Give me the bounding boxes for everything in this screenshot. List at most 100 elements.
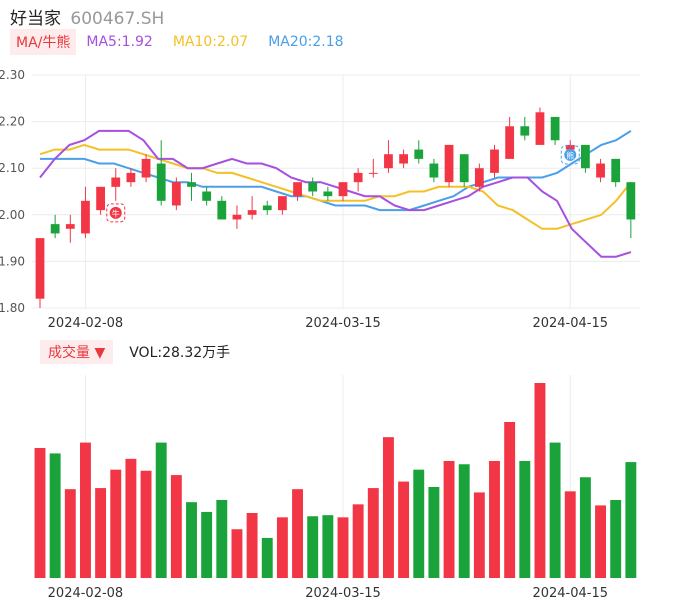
volume-bar (261, 537, 273, 578)
x-tick-label: 2024-04-15 (532, 586, 608, 601)
volume-bar (155, 442, 167, 578)
signal-marker-label: 熊 (566, 150, 574, 160)
volume-legend: 成交量 ▼ VOL:28.32万手 (40, 340, 231, 364)
candle-body (217, 200, 227, 220)
candle-body (65, 224, 75, 229)
indicator-selector[interactable]: MA/牛熊 (10, 29, 77, 55)
volume-bar (231, 529, 243, 578)
volume-bar (610, 500, 622, 578)
volume-bar (292, 489, 304, 578)
x-tick-label: 2024-02-08 (48, 316, 124, 331)
volume-bar (489, 461, 500, 578)
signal-marker-label: 牛 (112, 208, 120, 218)
candle-body (414, 149, 424, 159)
volume-bar (170, 475, 182, 578)
volume-bar (79, 442, 91, 578)
volume-bar (216, 500, 228, 578)
candle-body (459, 154, 469, 183)
candle-body (141, 158, 151, 178)
volume-bar (110, 469, 122, 578)
candle-body (81, 200, 90, 234)
volume-bar (625, 462, 637, 578)
stock-code: 600467.SH (70, 9, 165, 29)
x-tick-label: 2024-02-08 (48, 586, 124, 601)
y-tick-label: 1.80 (0, 301, 25, 315)
candle-body (596, 163, 605, 178)
volume-bar (276, 517, 288, 578)
signal-marker-frame (106, 203, 126, 223)
stock-name: 好当家 (10, 9, 61, 29)
volume-bar (504, 422, 516, 578)
volume-bar (367, 488, 379, 578)
volume-bar (34, 448, 46, 578)
candle-body (308, 182, 318, 192)
candle-body (278, 196, 287, 211)
candle-body (444, 144, 454, 183)
candle-body (565, 144, 575, 150)
candle-body (535, 112, 545, 145)
volume-bar (549, 442, 561, 578)
candle-body (323, 191, 333, 197)
volume-bar (443, 461, 455, 578)
volume-bar (413, 469, 425, 578)
volume-bar (352, 504, 364, 578)
volume-bar (382, 437, 394, 578)
candle-body (293, 182, 302, 197)
candle-body (111, 177, 121, 187)
candle-body (474, 168, 484, 187)
ma5-label: MA5:1.92 (86, 34, 153, 50)
y-tick-label: 2.20 (0, 115, 25, 129)
candle-body (520, 126, 530, 136)
candle-body (399, 154, 408, 164)
volume-bar (337, 517, 349, 578)
volume-bar (95, 488, 107, 578)
candle-body (96, 186, 105, 211)
volume-bar (64, 489, 76, 578)
x-tick-label: 2024-03-15 (305, 586, 381, 601)
y-tick-label: 2.10 (0, 161, 25, 175)
ma5-line (39, 129, 632, 258)
candle-body (581, 144, 590, 169)
volume-bar (595, 505, 607, 578)
candle-body (50, 224, 60, 234)
ma10-label: MA10:2.07 (172, 34, 249, 50)
x-tick-label: 2024-03-15 (305, 316, 381, 331)
ma-legend: MA/牛熊 MA5:1.92 MA10:2.07 MA20:2.18 (10, 29, 358, 55)
candle-body (490, 149, 499, 173)
volume-bar (534, 383, 546, 578)
signal-marker (564, 148, 577, 161)
y-tick-label: 2.00 (0, 208, 25, 222)
signal-marker-frame (560, 145, 580, 165)
ma20-label: MA20:2.18 (268, 34, 344, 50)
volume-value: VOL:28.32万手 (129, 345, 231, 361)
ma10-line (39, 143, 632, 230)
stock-title: 好当家 600467.SH (10, 4, 164, 29)
candle-body (505, 126, 515, 159)
volume-indicator-selector[interactable]: 成交量 ▼ (40, 340, 114, 364)
candle-body (202, 191, 212, 201)
volume-bar (322, 515, 334, 578)
y-tick-label: 2.30 (0, 68, 25, 82)
volume-bar (186, 502, 197, 578)
candle-body (338, 182, 348, 197)
ma20-line (40, 130, 632, 212)
volume-bar (246, 513, 258, 578)
candle-body (187, 182, 196, 187)
candle-body (626, 182, 636, 220)
volume-bar (428, 487, 440, 578)
volume-bar (49, 453, 61, 578)
volume-bar (398, 481, 410, 578)
volume-bar (579, 477, 591, 578)
volume-bar (307, 516, 319, 578)
y-tick-label: 1.90 (0, 254, 25, 268)
candle-body (247, 210, 257, 215)
candle-body (353, 172, 363, 183)
candle-body (126, 172, 136, 183)
candle-body (368, 172, 378, 174)
candle-body (384, 154, 393, 169)
candle-body (611, 158, 621, 183)
volume-bar (564, 491, 576, 578)
volume-bar (458, 464, 470, 578)
candle-body (429, 163, 439, 178)
